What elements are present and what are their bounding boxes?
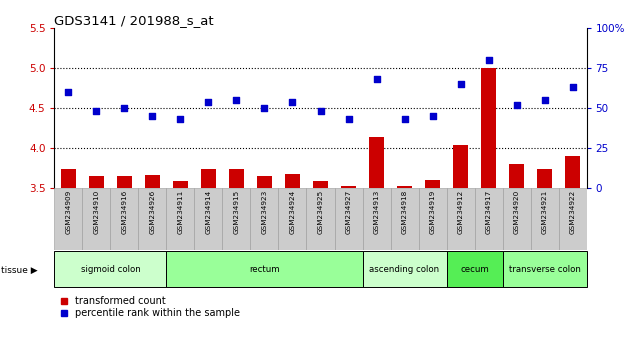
Point — [512, 102, 522, 108]
Bar — [61, 169, 76, 188]
Text: GSM234914: GSM234914 — [206, 190, 212, 234]
Bar — [565, 156, 580, 188]
Text: ascending colon: ascending colon — [369, 264, 440, 274]
Bar — [257, 176, 272, 188]
Bar — [503, 188, 531, 250]
Text: GSM234910: GSM234910 — [94, 190, 99, 234]
Bar — [474, 188, 503, 250]
Point — [567, 85, 578, 90]
Bar — [173, 181, 188, 188]
Bar — [222, 188, 251, 250]
Bar — [509, 164, 524, 188]
Text: sigmoid colon: sigmoid colon — [81, 264, 140, 274]
Bar — [419, 188, 447, 250]
Point — [231, 97, 242, 103]
Point — [92, 108, 102, 114]
Legend: transformed count, percentile rank within the sample: transformed count, percentile rank withi… — [60, 295, 241, 319]
Bar — [531, 188, 558, 250]
Point — [483, 57, 494, 63]
Text: GSM234927: GSM234927 — [345, 190, 351, 234]
Point — [119, 105, 129, 111]
Text: GSM234918: GSM234918 — [401, 190, 408, 234]
Text: GSM234911: GSM234911 — [178, 190, 183, 234]
Bar — [89, 176, 104, 188]
Text: GDS3141 / 201988_s_at: GDS3141 / 201988_s_at — [54, 14, 214, 27]
Point — [344, 116, 354, 122]
Point — [287, 99, 297, 104]
Text: GSM234925: GSM234925 — [317, 190, 324, 234]
Bar — [390, 188, 419, 250]
Text: GSM234922: GSM234922 — [569, 190, 576, 234]
Bar — [138, 188, 167, 250]
Text: GSM234912: GSM234912 — [458, 190, 463, 234]
Point — [147, 113, 158, 119]
Text: tissue ▶: tissue ▶ — [1, 266, 38, 275]
Text: GSM234924: GSM234924 — [290, 190, 296, 234]
Bar — [145, 175, 160, 188]
Bar — [167, 251, 363, 287]
Bar — [447, 188, 474, 250]
Point — [315, 108, 326, 114]
Point — [371, 76, 381, 82]
Text: transverse colon: transverse colon — [508, 264, 581, 274]
Text: GSM234926: GSM234926 — [149, 190, 156, 234]
Point — [176, 116, 186, 122]
Point — [428, 113, 438, 119]
Bar — [110, 188, 138, 250]
Text: GSM234915: GSM234915 — [233, 190, 240, 234]
Bar — [54, 188, 83, 250]
Bar — [425, 181, 440, 188]
Text: GSM234921: GSM234921 — [542, 190, 547, 234]
Bar — [363, 251, 447, 287]
Bar — [306, 188, 335, 250]
Text: GSM234917: GSM234917 — [485, 190, 492, 234]
Bar — [201, 169, 216, 188]
Text: GSM234920: GSM234920 — [513, 190, 519, 234]
Text: GSM234913: GSM234913 — [374, 190, 379, 234]
Bar — [503, 251, 587, 287]
Bar — [481, 68, 496, 188]
Text: cecum: cecum — [460, 264, 489, 274]
Text: GSM234916: GSM234916 — [122, 190, 128, 234]
Point — [203, 99, 213, 104]
Bar — [369, 137, 384, 188]
Text: GSM234919: GSM234919 — [429, 190, 435, 234]
Point — [260, 105, 270, 111]
Bar — [453, 145, 468, 188]
Bar — [54, 251, 167, 287]
Text: rectum: rectum — [249, 264, 280, 274]
Bar — [558, 188, 587, 250]
Point — [63, 89, 74, 95]
Bar — [363, 188, 390, 250]
Bar — [251, 188, 278, 250]
Bar — [229, 169, 244, 188]
Bar — [335, 188, 363, 250]
Bar — [83, 188, 110, 250]
Bar — [397, 186, 412, 188]
Bar — [313, 181, 328, 188]
Bar — [341, 186, 356, 188]
Point — [539, 97, 549, 103]
Bar — [278, 188, 306, 250]
Bar — [285, 174, 300, 188]
Text: GSM234909: GSM234909 — [65, 190, 72, 234]
Text: GSM234923: GSM234923 — [262, 190, 267, 234]
Bar — [117, 176, 132, 188]
Point — [399, 116, 410, 122]
Bar — [167, 188, 194, 250]
Bar — [447, 251, 503, 287]
Bar — [194, 188, 222, 250]
Bar — [537, 169, 552, 188]
Point — [455, 81, 465, 87]
